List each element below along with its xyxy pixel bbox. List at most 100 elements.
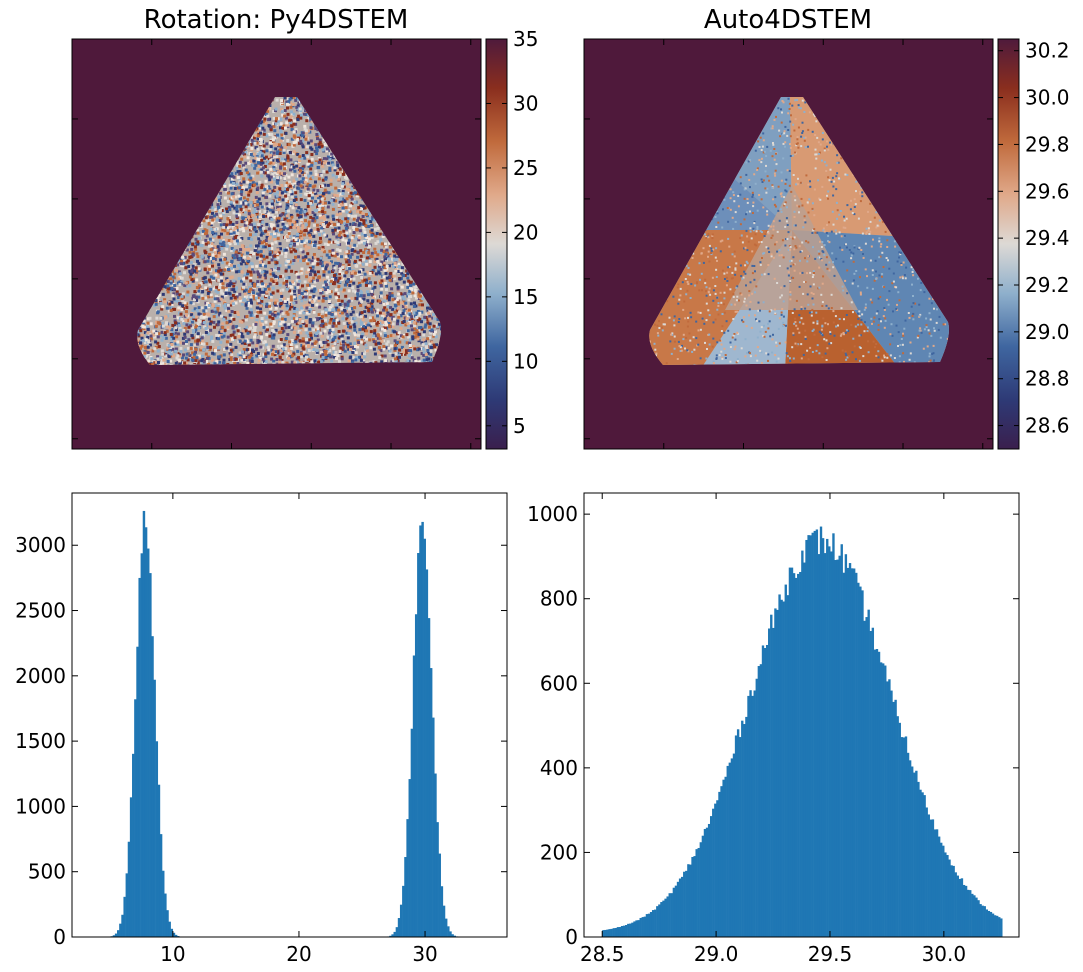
speckle — [311, 324, 315, 328]
speckle — [388, 351, 392, 355]
speckle — [208, 280, 212, 284]
speckle — [268, 310, 272, 314]
speckle — [266, 170, 270, 174]
speckle — [251, 294, 255, 298]
speckle — [284, 263, 288, 267]
speckle — [209, 287, 213, 291]
speckle — [360, 222, 364, 226]
speckle — [354, 290, 358, 294]
speckle — [254, 294, 258, 298]
speckle — [299, 324, 303, 328]
speckle — [145, 354, 149, 358]
speckle — [252, 252, 256, 256]
speckle — [249, 311, 253, 314]
speckle — [275, 302, 279, 306]
speckle — [383, 269, 387, 273]
speckle — [288, 300, 292, 304]
speckle — [240, 270, 244, 274]
speckle — [170, 334, 174, 338]
speckle — [299, 193, 303, 197]
speckle — [397, 262, 401, 266]
speckle — [429, 331, 433, 335]
speckle — [321, 178, 325, 182]
speckle — [420, 327, 424, 331]
speckle — [206, 329, 210, 332]
speckle — [285, 181, 289, 185]
speckle — [334, 288, 338, 292]
speckle — [255, 264, 259, 268]
speckle — [348, 342, 352, 346]
speckle — [313, 285, 317, 289]
speckle — [240, 237, 244, 240]
speckle — [389, 257, 393, 261]
speckle — [239, 344, 243, 348]
speckle — [395, 256, 399, 260]
speckle — [392, 272, 396, 276]
speckle — [225, 261, 229, 265]
speckle — [304, 131, 308, 135]
speckle — [276, 117, 280, 121]
speckle — [275, 358, 279, 361]
speckle — [396, 356, 400, 360]
speckle — [371, 338, 375, 342]
speckle — [345, 306, 349, 310]
speckle — [342, 309, 346, 312]
speckle — [382, 299, 386, 303]
speckle — [299, 198, 303, 202]
speckle — [227, 241, 231, 245]
speckle — [244, 161, 248, 165]
speckle — [243, 289, 247, 293]
speckle — [296, 283, 300, 287]
speckle — [406, 285, 410, 289]
speckle — [284, 116, 288, 120]
speckle — [327, 255, 331, 259]
speckle — [317, 246, 321, 250]
speckle — [261, 303, 265, 307]
speckle — [420, 359, 424, 363]
speckle — [258, 210, 262, 213]
speckle — [258, 257, 262, 261]
speckle — [274, 311, 278, 315]
speckle — [282, 329, 286, 333]
speckle — [336, 311, 340, 315]
speckle — [239, 299, 243, 303]
speckle — [307, 311, 311, 315]
speckle — [224, 266, 228, 270]
speckle — [356, 356, 360, 359]
speckle — [289, 168, 292, 172]
speckle — [255, 141, 259, 145]
speckle — [338, 221, 342, 225]
speckle — [199, 225, 203, 228]
speckle — [240, 244, 244, 248]
speckle — [290, 137, 294, 141]
speckle — [295, 278, 299, 282]
speckle — [417, 356, 421, 360]
speckle — [167, 286, 170, 290]
speckle — [312, 253, 316, 256]
speckle — [233, 242, 237, 246]
speckle — [198, 358, 202, 362]
speckle — [382, 279, 386, 283]
speckle — [306, 262, 310, 266]
speckle — [308, 308, 312, 311]
speckle — [342, 299, 346, 303]
speckle — [290, 127, 294, 131]
speckle — [332, 330, 336, 334]
speckle — [341, 346, 345, 350]
speckle — [183, 332, 187, 336]
speckle — [270, 214, 274, 218]
speckle — [305, 331, 309, 335]
speckle — [294, 122, 298, 126]
speckle — [315, 334, 319, 338]
speckle — [380, 354, 384, 358]
speckle — [249, 308, 253, 312]
speckle — [241, 246, 244, 250]
speckle — [266, 207, 270, 211]
speckle — [304, 359, 308, 362]
speckle — [295, 360, 299, 364]
speckle — [243, 342, 247, 345]
speckle — [338, 249, 342, 253]
speckle — [247, 209, 251, 213]
speckle — [222, 332, 226, 336]
speckle — [356, 255, 360, 259]
